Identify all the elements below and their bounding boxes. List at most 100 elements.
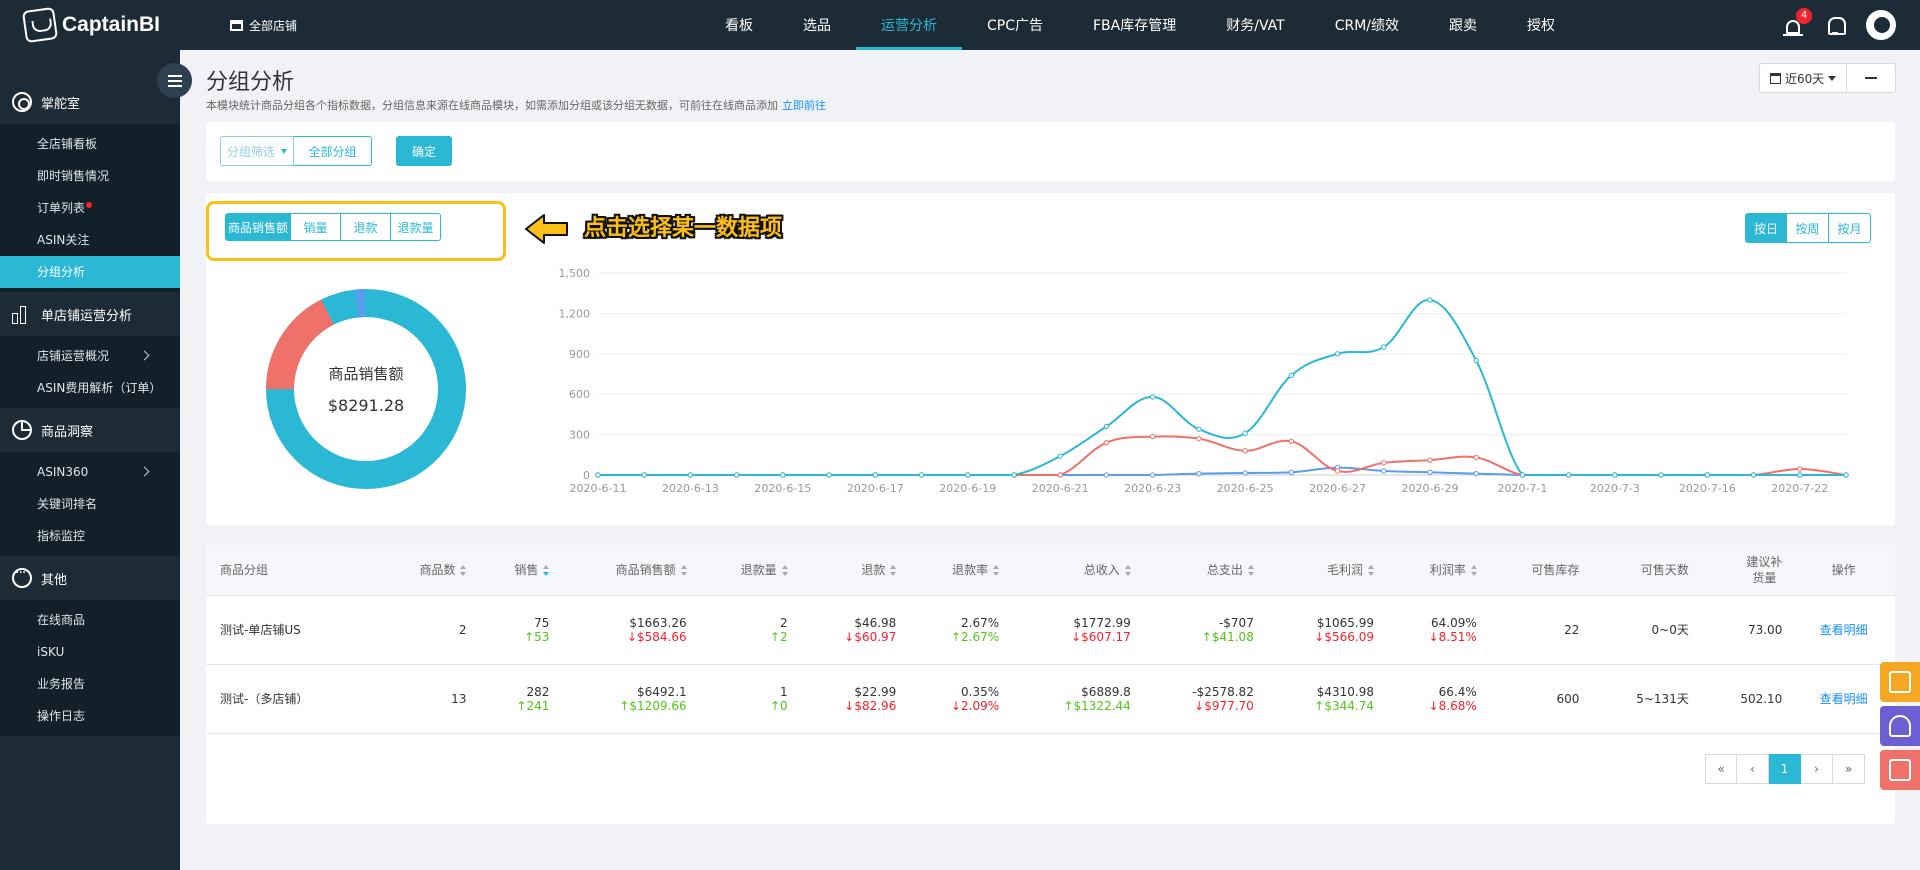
- sidebar-item-2-1[interactable]: 关键词排名: [37, 497, 98, 511]
- granularity-tab-0[interactable]: 按日: [1745, 213, 1787, 243]
- sort-icon[interactable]: [1367, 565, 1374, 577]
- table-header-2[interactable]: 销售: [476, 545, 560, 595]
- sidebar-item-1-1[interactable]: ASIN费用解析（订单）: [37, 381, 162, 395]
- sidebar-group-0[interactable]: 掌舵室: [0, 80, 180, 124]
- all-groups-button[interactable]: 全部分组: [294, 136, 372, 166]
- sidebar-item-0-2[interactable]: 订单列表: [0, 192, 180, 224]
- data-point[interactable]: [1565, 472, 1572, 478]
- sidebar-item-0-4[interactable]: 分组分析: [0, 256, 180, 288]
- donut-slice-red[interactable]: [266, 289, 466, 489]
- data-point[interactable]: [1103, 423, 1110, 430]
- metric-tab-3[interactable]: 退款量: [391, 213, 441, 241]
- pager-button-1[interactable]: ‹: [1737, 754, 1769, 784]
- data-point[interactable]: [1242, 448, 1248, 454]
- pager-button-3[interactable]: ›: [1801, 754, 1833, 784]
- table-header-7[interactable]: 总收入: [1009, 545, 1141, 595]
- data-point[interactable]: [872, 472, 879, 478]
- data-point[interactable]: [1011, 472, 1017, 478]
- table-header-9[interactable]: 毛利润: [1263, 545, 1384, 595]
- data-point[interactable]: [1427, 469, 1433, 476]
- data-point[interactable]: [1057, 472, 1063, 478]
- sort-icon[interactable]: [993, 565, 1000, 577]
- data-point[interactable]: [1149, 433, 1156, 440]
- data-point[interactable]: [1334, 351, 1341, 357]
- table-header-6[interactable]: 退款率: [906, 545, 1010, 595]
- data-point[interactable]: [1473, 470, 1479, 477]
- nav-item-1[interactable]: 选品: [803, 18, 831, 34]
- sidebar-item-2-2[interactable]: 指标监控: [37, 529, 86, 543]
- data-point[interactable]: [1242, 470, 1248, 476]
- data-point[interactable]: [1704, 472, 1711, 478]
- data-point[interactable]: [1196, 435, 1202, 442]
- sidebar-item-1-0[interactable]: 店铺运营概况: [0, 340, 180, 372]
- data-point[interactable]: [1334, 468, 1341, 474]
- data-point[interactable]: [1288, 438, 1295, 445]
- data-point[interactable]: [641, 472, 647, 478]
- sidebar-group-1[interactable]: 单店铺运营分析: [0, 292, 180, 336]
- data-point[interactable]: [1057, 453, 1063, 459]
- sidebar-collapse-button[interactable]: [157, 63, 192, 98]
- avatar[interactable]: [1866, 10, 1896, 40]
- data-point[interactable]: [1381, 344, 1387, 350]
- granularity-tab-2[interactable]: 按月: [1829, 213, 1871, 243]
- data-point[interactable]: [1612, 472, 1618, 478]
- table-header-4[interactable]: 退款量: [696, 545, 798, 595]
- metric-tab-2[interactable]: 退款: [341, 213, 391, 241]
- data-point[interactable]: [965, 472, 971, 478]
- donut-slice-blue[interactable]: [266, 289, 466, 489]
- data-point[interactable]: [1381, 460, 1387, 466]
- sidebar-item-3-3[interactable]: 操作日志: [37, 709, 86, 723]
- data-point[interactable]: [780, 472, 786, 478]
- data-point[interactable]: [1103, 439, 1110, 446]
- sort-icon[interactable]: [680, 565, 687, 577]
- logo[interactable]: CaptainBI: [0, 0, 180, 50]
- data-point[interactable]: [1658, 472, 1664, 478]
- pager-button-0[interactable]: «: [1705, 754, 1737, 784]
- data-point[interactable]: [687, 472, 694, 478]
- data-point[interactable]: [1381, 468, 1387, 474]
- gift-icon[interactable]: [1880, 750, 1920, 790]
- data-point[interactable]: [918, 472, 925, 478]
- data-point[interactable]: [1196, 426, 1202, 432]
- data-point[interactable]: [1149, 472, 1156, 478]
- pager-button-2[interactable]: 1: [1769, 754, 1801, 784]
- data-point[interactable]: [1288, 469, 1295, 476]
- data-point[interactable]: [1750, 472, 1757, 478]
- headset-icon[interactable]: [1880, 706, 1920, 746]
- data-point[interactable]: [733, 472, 740, 478]
- collapse-date-button[interactable]: [1847, 64, 1895, 92]
- sort-icon[interactable]: [1470, 565, 1477, 577]
- table-header-10[interactable]: 利润率: [1383, 545, 1487, 595]
- sidebar-group-3[interactable]: 其他: [0, 556, 180, 600]
- table-header-1[interactable]: 商品数: [375, 545, 477, 595]
- data-point[interactable]: [1242, 430, 1248, 436]
- data-point[interactable]: [1797, 472, 1803, 478]
- nav-item-5[interactable]: 财务/VAT: [1226, 18, 1285, 34]
- sort-icon[interactable]: [890, 565, 897, 577]
- sidebar-item-3-0[interactable]: 在线商品: [37, 613, 86, 627]
- sidebar-item-2-0[interactable]: ASIN360: [0, 456, 180, 488]
- sidebar-group-2[interactable]: 商品洞察: [0, 408, 180, 452]
- data-point[interactable]: [1103, 472, 1110, 478]
- nav-item-6[interactable]: CRM/绩效: [1334, 18, 1399, 34]
- nav-item-8[interactable]: 授权: [1527, 18, 1555, 34]
- table-header-3[interactable]: 商品销售额: [559, 545, 697, 595]
- data-point[interactable]: [1288, 372, 1295, 379]
- data-point[interactable]: [1797, 466, 1803, 472]
- data-point[interactable]: [1473, 357, 1479, 364]
- nav-item-0[interactable]: 看板: [725, 18, 753, 34]
- bookmark-icon[interactable]: [1880, 662, 1920, 702]
- sort-icon[interactable]: [1124, 565, 1131, 577]
- sort-icon[interactable]: [1247, 565, 1254, 577]
- alarm-icon[interactable]: 4: [1782, 8, 1812, 36]
- metric-tab-1[interactable]: 销量: [291, 213, 341, 241]
- sidebar-item-0-3[interactable]: ASIN关注: [37, 233, 90, 247]
- sidebar-item-3-2[interactable]: 业务报告: [37, 677, 86, 691]
- data-point[interactable]: [1519, 472, 1526, 478]
- sort-icon[interactable]: [781, 565, 788, 577]
- nav-item-2[interactable]: 运营分析: [856, 0, 962, 50]
- data-point[interactable]: [1149, 394, 1156, 400]
- go-now-link[interactable]: 立即前往: [782, 99, 826, 112]
- data-point[interactable]: [1196, 470, 1202, 477]
- data-point[interactable]: [1843, 472, 1849, 478]
